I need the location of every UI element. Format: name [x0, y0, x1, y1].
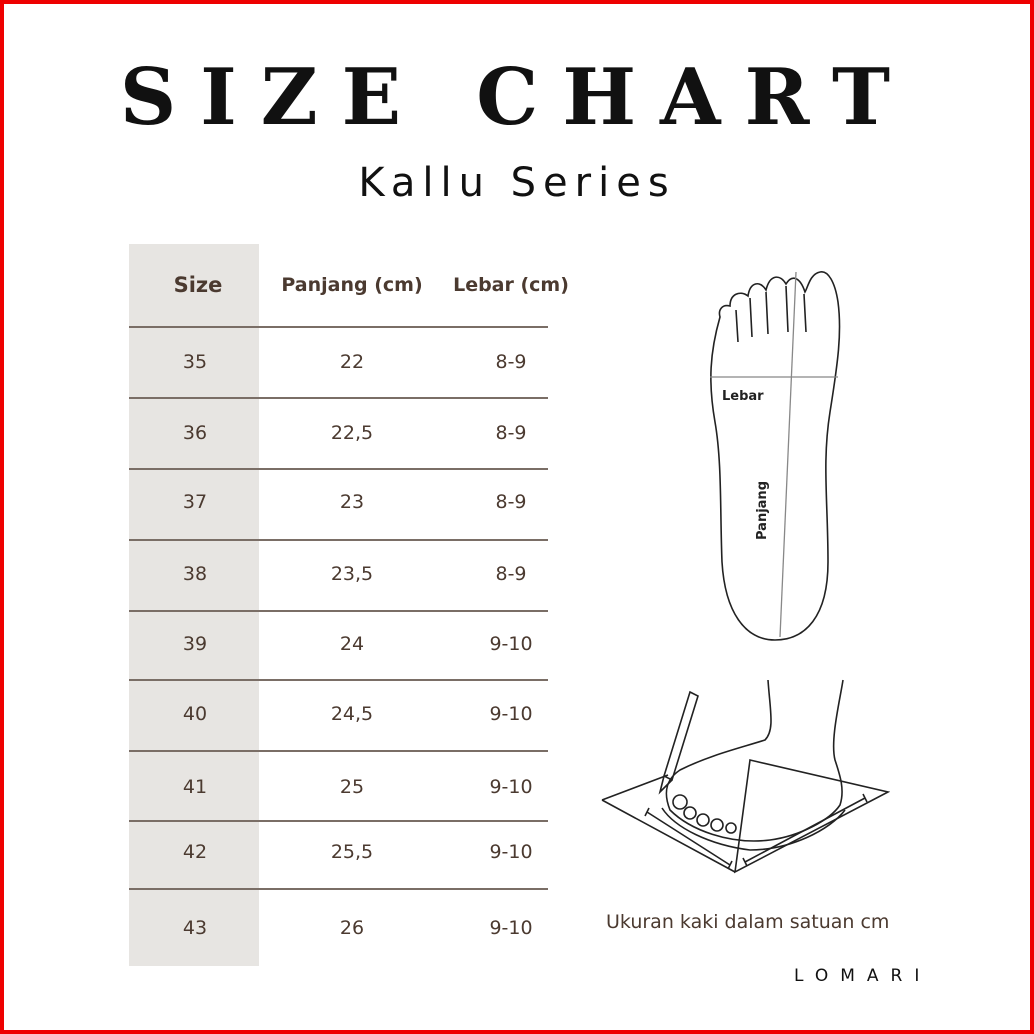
width-label: Lebar [722, 389, 764, 404]
table-cell: 8-9 [495, 563, 527, 585]
table-cell: 43 [182, 917, 208, 939]
caption: Ukuran kaki dalam satuan cm [606, 911, 890, 933]
table-cell: 9-10 [489, 917, 533, 939]
table-cell: 42 [182, 841, 208, 863]
table-cell: 8-9 [495, 351, 527, 373]
foot-tracing-illustration [601, 679, 890, 874]
brand-logo: LOMARI [794, 966, 932, 986]
table-cell: 38 [182, 563, 208, 585]
table-cell: 35 [182, 351, 208, 373]
table-cell: 22 [339, 351, 365, 373]
row-divider [129, 888, 548, 890]
table-cell: 36 [182, 422, 208, 444]
row-divider [129, 468, 548, 470]
table-cell: 22,5 [330, 422, 374, 444]
row-divider [129, 679, 548, 681]
column-header: Lebar (cm) [453, 274, 569, 296]
table-cell: 26 [339, 917, 365, 939]
size-column-background [129, 244, 259, 966]
table-cell: 40 [182, 703, 208, 725]
table-cell: 9-10 [489, 633, 533, 655]
table-cell: 25 [339, 776, 365, 798]
table-cell: 9-10 [489, 841, 533, 863]
row-divider [129, 539, 548, 541]
table-cell: 39 [182, 633, 208, 655]
table-cell: 8-9 [495, 422, 527, 444]
row-divider [129, 397, 548, 399]
table-cell: 25,5 [330, 841, 374, 863]
table-cell: 41 [182, 776, 208, 798]
row-divider [129, 820, 548, 822]
page-subtitle: Kallu Series [358, 160, 676, 206]
page-title: SIZE CHART [119, 52, 915, 143]
length-label: Panjang [755, 481, 770, 540]
table-cell: 8-9 [495, 491, 527, 513]
foot-sole-diagram: Lebar Panjang [710, 271, 841, 641]
table-cell: 37 [182, 491, 208, 513]
row-divider [129, 326, 548, 328]
table-cell: 23 [339, 491, 365, 513]
table-cell: 23,5 [330, 563, 374, 585]
table-cell: 9-10 [489, 703, 533, 725]
column-header: Size [173, 273, 223, 297]
table-cell: 9-10 [489, 776, 533, 798]
row-divider [129, 750, 548, 752]
table-cell: 24,5 [330, 703, 374, 725]
table-cell: 24 [339, 633, 365, 655]
column-header: Panjang (cm) [281, 274, 423, 296]
row-divider [129, 610, 548, 612]
